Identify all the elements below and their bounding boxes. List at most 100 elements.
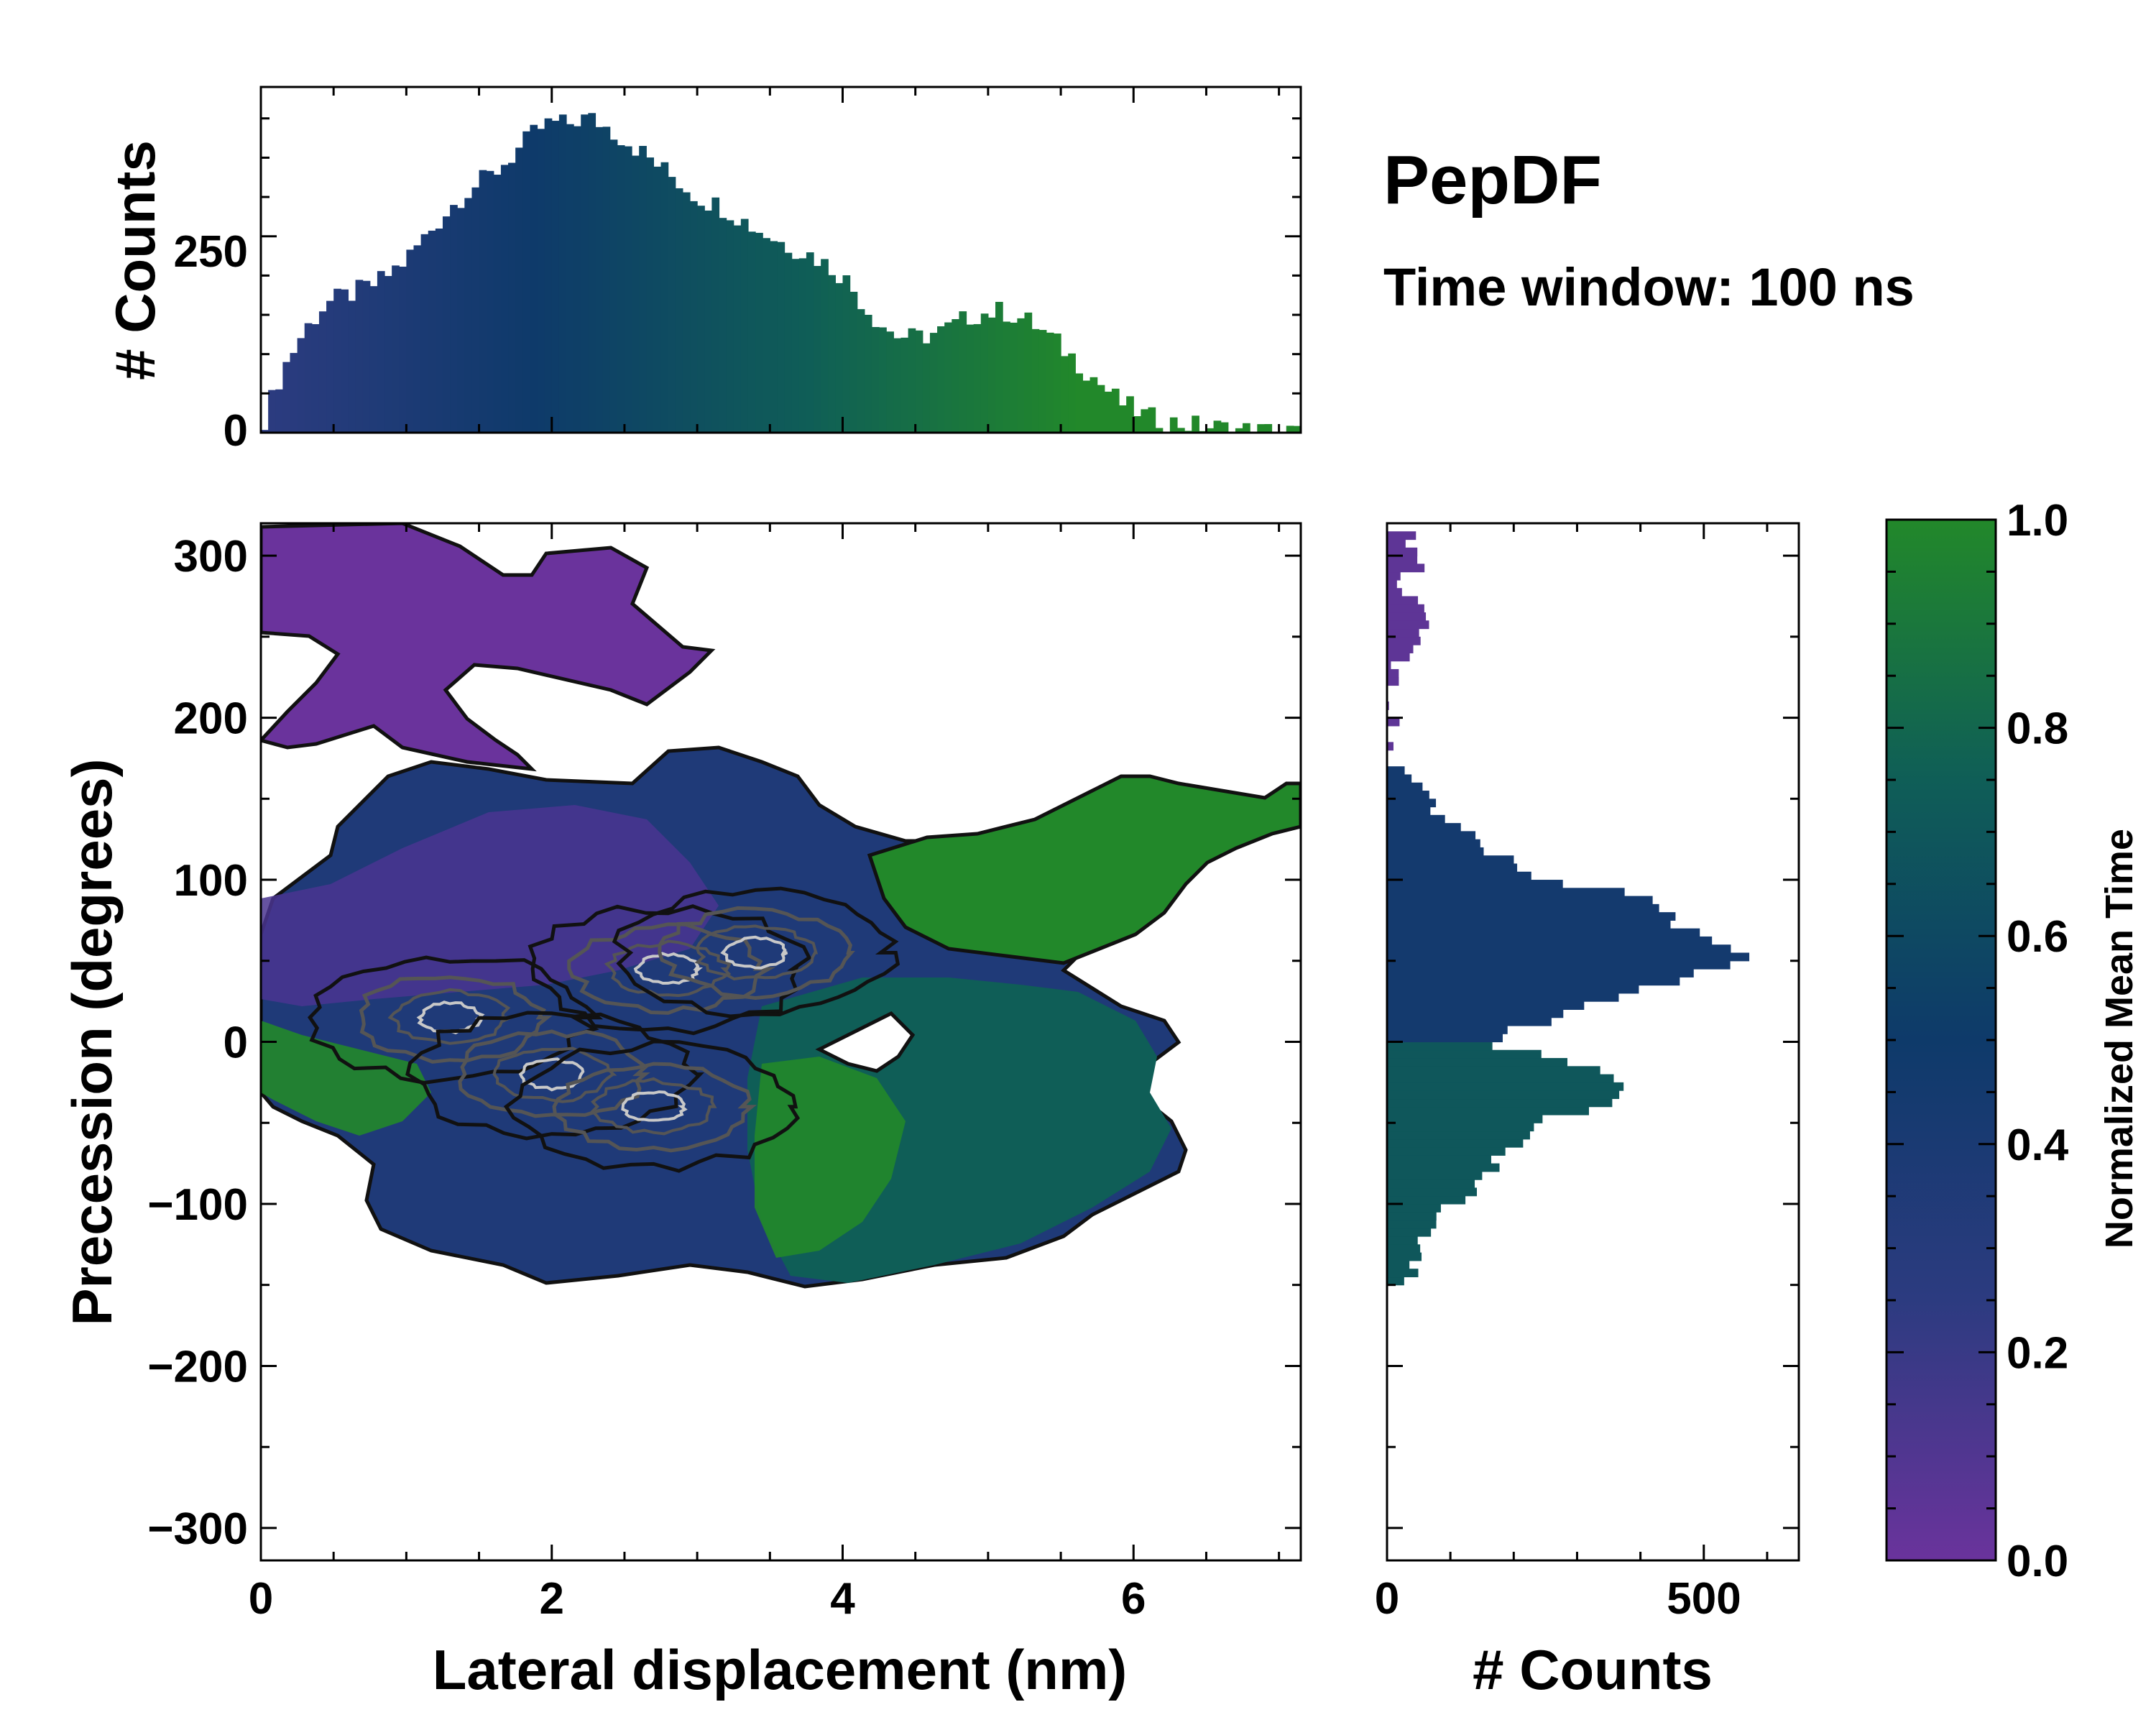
- right-histogram-bar: [1387, 936, 1713, 945]
- top-histogram-bar: [755, 232, 763, 433]
- density-contour: [405, 1011, 704, 1141]
- top-histogram-bar: [588, 113, 596, 433]
- top-histogram-bar: [1206, 428, 1215, 433]
- main-ytick-label: 300: [174, 532, 248, 581]
- colorbar-tick-label: 0.2: [2007, 1328, 2068, 1378]
- top-histogram-bar: [486, 170, 494, 433]
- top-histogram-bar: [668, 177, 676, 433]
- right-histogram-bar: [1387, 1236, 1418, 1245]
- right-histogram-bar: [1387, 888, 1625, 897]
- right-histogram-bar: [1387, 839, 1480, 848]
- top-histogram-bar: [1046, 332, 1054, 433]
- colorbar-frame: [1885, 518, 1997, 1562]
- main-xtick-label: 0: [249, 1574, 273, 1624]
- top-histogram-bar: [544, 118, 553, 433]
- right-histogram-bar: [1387, 668, 1399, 678]
- right-histogram-bar: [1387, 1090, 1620, 1100]
- top-histogram-bar: [980, 313, 989, 433]
- top-histogram-bar: [995, 301, 1003, 433]
- right-histogram-bar: [1387, 1082, 1624, 1091]
- density-contour: [694, 924, 819, 981]
- top-histogram-bar: [1235, 428, 1243, 433]
- top-histogram-frame: [259, 86, 1302, 434]
- region-upper-lobe: [261, 523, 716, 772]
- right-histogram-bar: [1387, 1131, 1530, 1140]
- colorbar-tick-labels: 0.0 0.2 0.4 0.6 0.8 1.0: [2007, 496, 2069, 1586]
- top-histogram-bar: [500, 165, 509, 433]
- right-histogram-bar: [1387, 1123, 1534, 1132]
- top-histogram-bar: [828, 275, 836, 433]
- right-histogram-bar: [1387, 1147, 1506, 1156]
- right-histogram-bar: [1387, 766, 1405, 776]
- top-histogram-bar: [1017, 318, 1026, 433]
- density-contour: [387, 988, 512, 1045]
- top-histogram-bar: [646, 157, 655, 433]
- top-histogram-bar: [959, 311, 967, 433]
- top-histogram-bar: [770, 241, 778, 433]
- density-contour: [590, 1077, 717, 1136]
- top-histogram-bar: [719, 218, 727, 433]
- density-contour: [720, 935, 788, 970]
- top-histogram-bar: [1061, 356, 1069, 433]
- right-histogram-bar: [1387, 896, 1653, 905]
- right-histogram-bar: [1387, 1098, 1613, 1108]
- top-histogram-bar: [1068, 353, 1076, 433]
- right-histogram-bar: [1387, 612, 1427, 621]
- main-xtick-label: 6: [1121, 1574, 1146, 1624]
- top-histogram-bar: [508, 162, 516, 433]
- figure-title: PepDF: [1383, 142, 1602, 218]
- top-histogram-bar: [814, 266, 821, 433]
- top-histogram-bar: [973, 323, 982, 433]
- top-histogram-bar: [261, 430, 269, 433]
- top-histogram-bar: [697, 206, 705, 433]
- top-histogram-bar: [406, 249, 415, 433]
- colorbar-tick-label: 0.8: [2007, 704, 2068, 754]
- top-histogram-bar: [1169, 417, 1178, 433]
- top-histogram-bar: [493, 175, 502, 433]
- density-contour: [552, 1062, 757, 1153]
- right-histogram-bar: [1387, 863, 1518, 873]
- right-histogram-bar: [1387, 1114, 1543, 1123]
- top-histogram-bar: [282, 362, 291, 433]
- right-histogram-bar: [1387, 1195, 1466, 1205]
- top-histogram-bar: [1213, 420, 1222, 433]
- top-histogram-bar: [522, 131, 530, 433]
- right-histogram-bar: [1387, 620, 1429, 630]
- top-histogram-bar: [290, 353, 298, 433]
- top-histogram-bar: [297, 338, 305, 433]
- main-xtick-label: 2: [540, 1574, 564, 1624]
- right-histogram-bar: [1387, 993, 1619, 1002]
- top-histogram-bar: [595, 126, 604, 433]
- top-histogram-bar: [355, 280, 364, 433]
- top-histogram-bar: [690, 201, 698, 433]
- right-histogram-bar: [1387, 912, 1676, 921]
- top-histogram-bar: [784, 252, 793, 433]
- top-histogram-bar: [530, 124, 538, 433]
- right-histogram-bar: [1387, 977, 1680, 986]
- top-histogram-bar: [653, 166, 662, 433]
- colorbar-gradient: [1886, 520, 1996, 1560]
- top-histogram-bar: [1133, 416, 1141, 433]
- main-ytick-label: −300: [147, 1504, 248, 1554]
- top-histogram-bar: [777, 242, 786, 433]
- main-xlabel: Lateral displacement (nm): [433, 1638, 1128, 1701]
- main-2d-panel: 300 200 100 0 −100 −200 −300 0 2 4 6 Lateral disp…: [60, 522, 1302, 1701]
- top-histogram-bar: [581, 114, 589, 433]
- top-histogram-bar: [1220, 422, 1229, 433]
- top-histogram-bar: [1089, 377, 1098, 433]
- right-histogram-bar: [1387, 960, 1731, 970]
- top-histogram-bar: [1038, 330, 1047, 433]
- density-contour: [359, 975, 553, 1064]
- top-histogram-bar: [341, 289, 349, 433]
- right-histogram-bar: [1387, 636, 1421, 645]
- colorbar-tick-label: 0.0: [2007, 1537, 2068, 1586]
- top-histogram-bar: [886, 331, 894, 433]
- density-contours: [307, 886, 900, 1173]
- right-histogram-bar: [1387, 1025, 1508, 1034]
- top-histogram-bar: [908, 328, 916, 433]
- right-histogram-bar: [1387, 547, 1418, 556]
- density-contour: [503, 1039, 801, 1173]
- top-histogram-bar: [1176, 428, 1185, 433]
- top-histogram-bar: [929, 333, 938, 433]
- main-xtick-label: 4: [830, 1574, 855, 1624]
